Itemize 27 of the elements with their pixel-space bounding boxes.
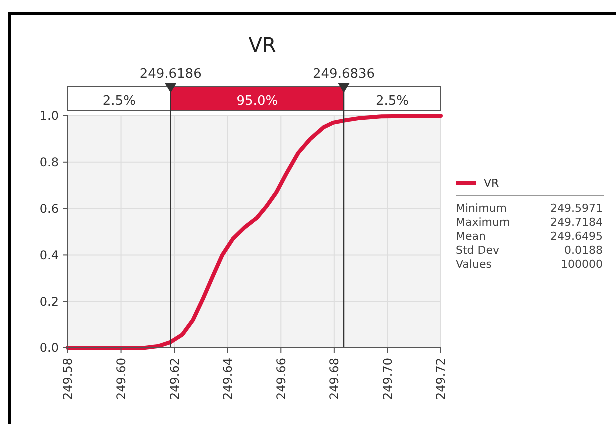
line-series [66, 114, 443, 350]
text: Std Dev 0.0188 [456, 244, 603, 257]
percentile-strip-segment: 2.5% [344, 86, 442, 112]
percentile-strip-segment: 95.0% [170, 86, 345, 112]
percentile-strip-segment: 2.5% [68, 86, 172, 112]
y-tick-label: 0.6 [40, 202, 59, 216]
y-tick-label: 0.0 [40, 341, 59, 356]
x-tick-label: 249.64 [221, 358, 236, 400]
text: Minimum 249.5971 [456, 202, 603, 215]
x-tick-label: 249.68 [328, 358, 342, 400]
y-tick-label: 1.0 [40, 109, 59, 124]
y-tick-label: 0.2 [40, 294, 59, 309]
text: Mean 249.6495 [456, 230, 603, 243]
ref-line-label: 249.6836 [313, 67, 376, 82]
x-tick-label: 249.60 [114, 358, 128, 400]
chart-title: VR [248, 33, 276, 57]
x-tick-label: 249.62 [168, 358, 182, 400]
x-tick-label: 249.72 [434, 358, 448, 400]
text: Maximum 249.7184 [456, 216, 603, 229]
legend-label: VR [484, 176, 500, 190]
text: Values 100000 [456, 258, 603, 271]
ref-line-label: 249.6186 [140, 67, 202, 82]
x-tick-label: 249.58 [61, 358, 76, 400]
y-tick-label: 0.4 [40, 248, 59, 262]
y-tick-label: 0.8 [40, 156, 59, 170]
x-tick-label: 249.66 [274, 358, 288, 400]
x-tick-label: 249.70 [380, 358, 395, 400]
